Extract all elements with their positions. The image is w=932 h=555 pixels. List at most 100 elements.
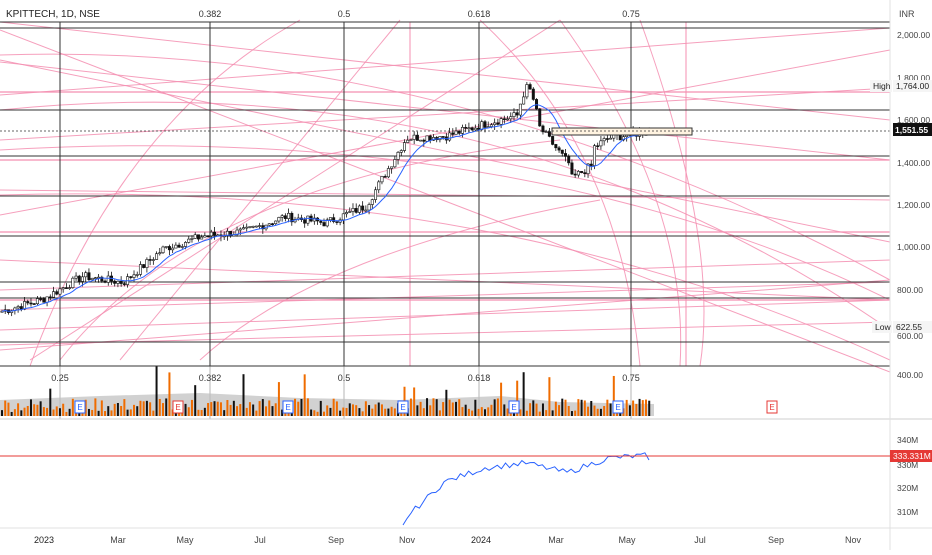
candle-body <box>544 131 548 133</box>
candle-body <box>409 139 413 141</box>
volume-bar <box>310 409 313 416</box>
candle-body <box>55 291 59 295</box>
candle-body <box>42 298 46 303</box>
currency-label: INR <box>899 9 915 19</box>
price-axis[interactable]: 2,000.00 1,800.00 1,600.00 1,400.00 1,20… <box>897 30 930 380</box>
candle-body <box>415 134 419 141</box>
candle-body <box>502 118 506 120</box>
volume-bar <box>442 402 445 416</box>
time-tick-year: 2023 <box>34 535 54 545</box>
candle-body <box>16 306 20 309</box>
volume-bar <box>487 407 490 416</box>
price-tick: 600.00 <box>897 331 923 341</box>
volume-bar <box>23 407 26 416</box>
volume-bar <box>409 398 412 416</box>
candle-body <box>161 246 165 254</box>
volume-bar <box>522 372 525 416</box>
candle-body <box>39 298 43 300</box>
candle-body <box>116 280 120 284</box>
volume-bar <box>200 410 203 416</box>
candle-body <box>557 147 561 151</box>
candle-body <box>383 176 387 178</box>
candle-body <box>464 127 468 129</box>
volume-bar <box>319 400 322 416</box>
volume-bar <box>558 405 561 416</box>
volume-bar <box>210 402 213 416</box>
candle-body <box>90 277 94 281</box>
time-axis[interactable]: 2023 Mar May Jul Sep Nov 2024 Mar May Ju… <box>34 535 862 545</box>
volume-bar <box>46 407 49 416</box>
volume-bar <box>387 408 390 416</box>
indicator-axis[interactable]: 340M 330M 320M 310M <box>897 435 918 517</box>
candle-body <box>303 219 307 224</box>
volume-bar <box>348 403 351 416</box>
fib-arc <box>639 19 705 367</box>
price-tick: 2,000.00 <box>897 30 930 40</box>
fib-fan-line <box>29 19 561 361</box>
candle-body <box>312 217 316 222</box>
fib-fan-line <box>0 29 891 373</box>
fib-fan-line <box>0 189 891 201</box>
volume-bar <box>162 403 164 416</box>
volume-bar <box>294 398 297 416</box>
volume-bar <box>422 408 425 416</box>
indicator-tick: 330M <box>897 460 918 470</box>
volume-bar <box>229 404 232 416</box>
volume-bar <box>525 410 528 416</box>
candlestick-series[interactable] <box>0 82 651 317</box>
volume-bar <box>635 403 638 416</box>
indicator-value-tag[interactable] <box>890 450 932 462</box>
candle-body <box>209 231 213 237</box>
volume-bar <box>36 404 39 416</box>
volume-bar <box>645 399 647 416</box>
price-tick: 1,000.00 <box>897 242 930 252</box>
volume-bar <box>323 411 325 416</box>
volume-bar <box>435 399 438 416</box>
volume-bar <box>49 388 52 416</box>
volume-bar <box>52 409 55 416</box>
volume-bar <box>532 400 535 416</box>
candle-body <box>103 280 107 283</box>
candle-body <box>506 118 510 121</box>
candle-body <box>625 135 629 137</box>
volume-bar <box>567 405 570 416</box>
time-tick: Jul <box>254 535 266 545</box>
low-tag <box>872 321 892 333</box>
candle-body <box>493 122 497 126</box>
fib-arc <box>59 139 561 361</box>
volume-bar <box>619 411 622 416</box>
volume-bar <box>432 398 435 416</box>
fib-fan-line <box>0 281 891 311</box>
high-tag <box>870 80 892 92</box>
fib-arc <box>479 19 641 367</box>
volume-bar <box>197 409 200 416</box>
chart-title[interactable]: KPITTECH, 1D, NSE <box>6 9 100 20</box>
volume-bar <box>91 409 94 416</box>
earnings-marker-label: E <box>400 403 405 412</box>
candle-body <box>573 173 577 176</box>
candle-body <box>132 274 136 278</box>
resistance-zone-box[interactable] <box>551 127 693 136</box>
candle-body <box>480 121 484 130</box>
volume-bar <box>529 403 532 416</box>
candle-body <box>547 131 551 137</box>
earnings-marker <box>508 400 520 414</box>
fib-fan-line <box>0 321 891 346</box>
volume-bar <box>496 398 499 416</box>
last-price-tag[interactable] <box>893 123 932 136</box>
candle-body <box>570 162 574 175</box>
high-label: High <box>873 81 891 91</box>
earnings-marker-label: E <box>175 403 180 412</box>
candle-body <box>171 247 175 251</box>
candle-body <box>261 225 265 230</box>
candle-body <box>251 225 255 228</box>
candle-body <box>560 149 564 154</box>
candle-body <box>177 244 181 248</box>
price-tick: 1,800.00 <box>897 73 930 83</box>
earnings-marker-label: E <box>511 403 516 412</box>
volume-bar <box>248 402 251 416</box>
fib-arc <box>0 101 891 331</box>
candle-body <box>399 150 403 153</box>
